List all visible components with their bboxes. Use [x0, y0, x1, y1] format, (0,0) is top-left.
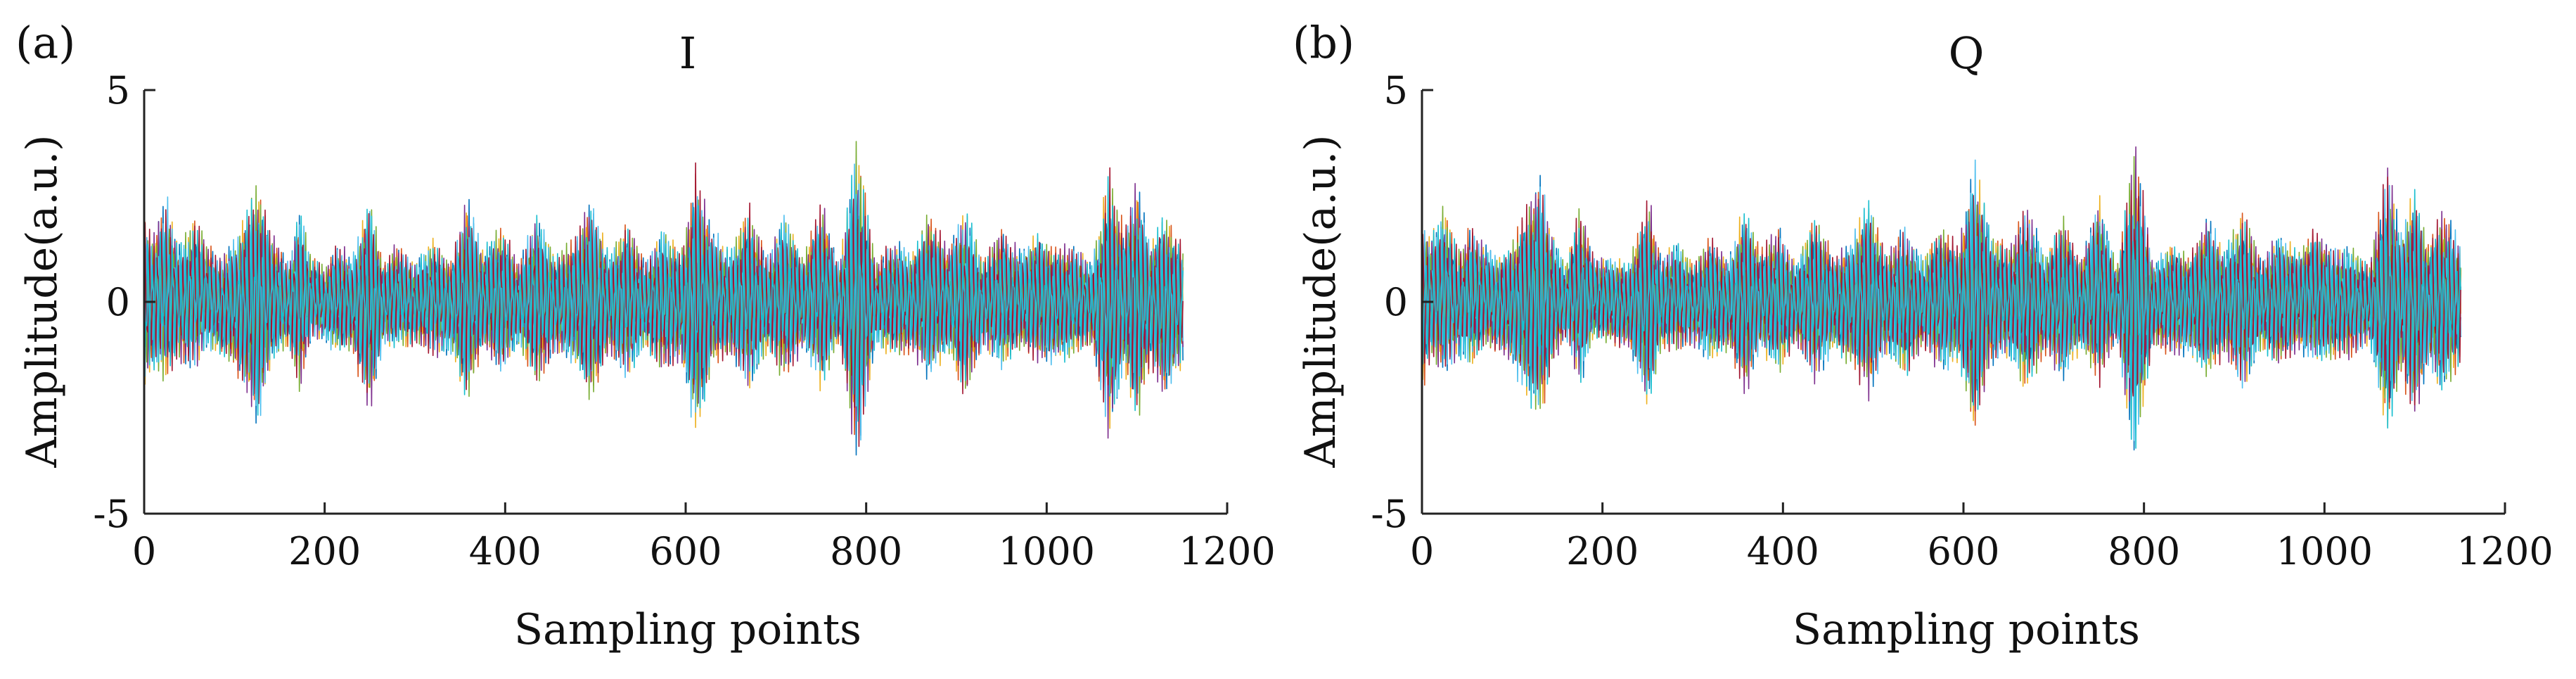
x-ticks: 0 200 400 600 800 1000 1200 [1410, 502, 2553, 573]
y-ticks: -5 0 5 [93, 68, 155, 536]
y-tick-label: -5 [1371, 492, 1408, 536]
x-tick-label: 800 [830, 529, 902, 573]
signal-series-line [143, 174, 1184, 422]
signal-traces [1421, 146, 2461, 451]
x-tick-label: 800 [2108, 529, 2180, 573]
signal-traces [143, 141, 1184, 456]
chart-title: I [679, 27, 697, 79]
x-axis-label: Sampling points [514, 605, 861, 654]
x-tick-label: 600 [649, 529, 722, 573]
x-tick-label: 200 [1566, 529, 1639, 573]
x-tick-label: 1200 [1179, 529, 1275, 573]
x-tick-label: 1000 [2276, 529, 2373, 573]
x-tick-label: 1200 [2456, 529, 2553, 573]
y-tick-label: 0 [106, 280, 130, 324]
x-tick-label: 0 [132, 529, 156, 573]
x-tick-label: 200 [288, 529, 361, 573]
x-ticks: 0 200 400 600 800 1000 1200 [132, 502, 1276, 573]
y-axis-label: Amplitude(a.u.) [18, 134, 67, 468]
x-tick-label: 1000 [999, 529, 1095, 573]
y-tick-label: 5 [1384, 68, 1408, 113]
x-tick-label: 0 [1410, 529, 1434, 573]
y-tick-label: -5 [93, 492, 130, 536]
x-tick-label: 400 [469, 529, 542, 573]
panel-letter: (b) [1293, 17, 1354, 68]
panel-letter: (a) [15, 17, 75, 68]
x-axis-label: Sampling points [1793, 605, 2140, 654]
panel-a: (a) I 0 200 400 600 800 1000 1200 -505 Samplin… [15, 17, 1276, 654]
signal-series-line [1421, 189, 2461, 449]
x-tick-label: 400 [1747, 529, 1819, 573]
x-tick-label: 600 [1927, 529, 1999, 573]
y-axis-label: Amplitude(a.u.) [1296, 134, 1345, 468]
y-tick-label: 0 [1384, 280, 1408, 324]
chart-title: Q [1949, 27, 1985, 79]
panel-b: (b) Q 0 200 400 600 800 1000 1200 -505 Samplin… [1293, 17, 2553, 654]
y-tick-label: 5 [106, 68, 130, 113]
y-ticks: -5 0 5 [1371, 68, 1433, 536]
